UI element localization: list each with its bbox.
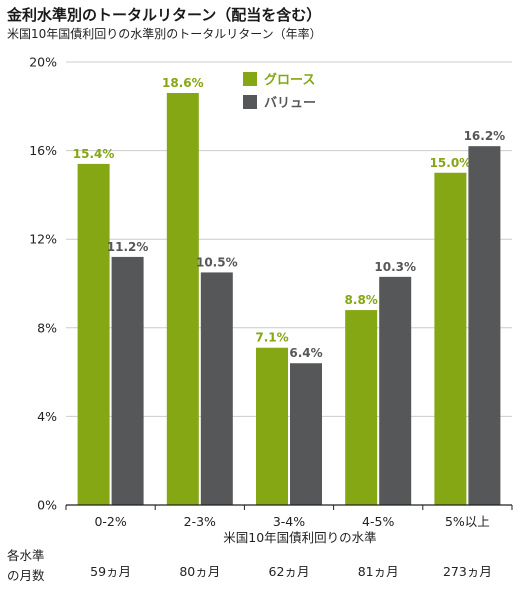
bar-growth [77,163,110,505]
chart-title: 金利水準別のトータルリターン（配当を含む） [7,6,322,24]
legend-swatch-value [243,95,257,109]
data-label-growth: 15.0% [430,156,472,170]
months-row-label-line1: 各水準 [7,548,45,563]
data-label-value: 10.3% [374,260,416,274]
bar-growth [434,172,467,505]
y-tick-label: 20% [29,55,57,70]
months-value: 62ヵ月 [269,564,310,579]
x-tick-label: 4-5% [362,514,394,529]
data-label-growth: 8.8% [345,293,378,307]
y-tick-label: 8% [37,320,57,335]
data-label-value: 10.5% [196,255,238,269]
months-value: 59ヵ月 [90,564,131,579]
bar-value [468,146,501,506]
data-label-growth: 7.1% [255,331,288,345]
data-label-growth: 18.6% [162,76,204,90]
x-tick-label: 5%以上 [445,514,490,529]
y-tick-label: 4% [37,409,57,424]
data-label-value: 6.4% [289,346,322,360]
months-value: 80ヵ月 [179,564,220,579]
y-tick-label: 16% [29,143,57,158]
data-label-growth: 15.4% [73,147,115,161]
x-tick-label: 2-3% [184,514,216,529]
bar-growth [166,93,199,505]
x-tick-label: 0-2% [94,514,126,529]
x-axis-title: 米国10年国債利回りの水準 [223,530,376,545]
legend-label-growth: グロース [264,72,315,88]
data-label-value: 16.2% [464,129,506,143]
months-value: 273ヵ月 [443,564,492,579]
y-tick-label: 12% [29,232,57,247]
bar-value [290,363,322,505]
y-tick-label: 0% [37,498,57,513]
months-row-label-line2: の月数 [7,568,45,583]
bar-value [379,276,412,505]
bar-growth [345,310,378,505]
x-tick-label: 3-4% [273,514,305,529]
months-value: 81ヵ月 [358,564,399,579]
legend-label-value: バリュー [264,96,316,111]
bar-value [200,272,233,505]
chart-subtitle: 米国10年国債利回りの水準別のトータルリターン（年率） [7,27,322,41]
data-label-value: 11.2% [107,240,149,254]
legend-swatch-growth [243,72,257,86]
bar-growth [256,347,288,505]
bar-value [111,256,144,505]
